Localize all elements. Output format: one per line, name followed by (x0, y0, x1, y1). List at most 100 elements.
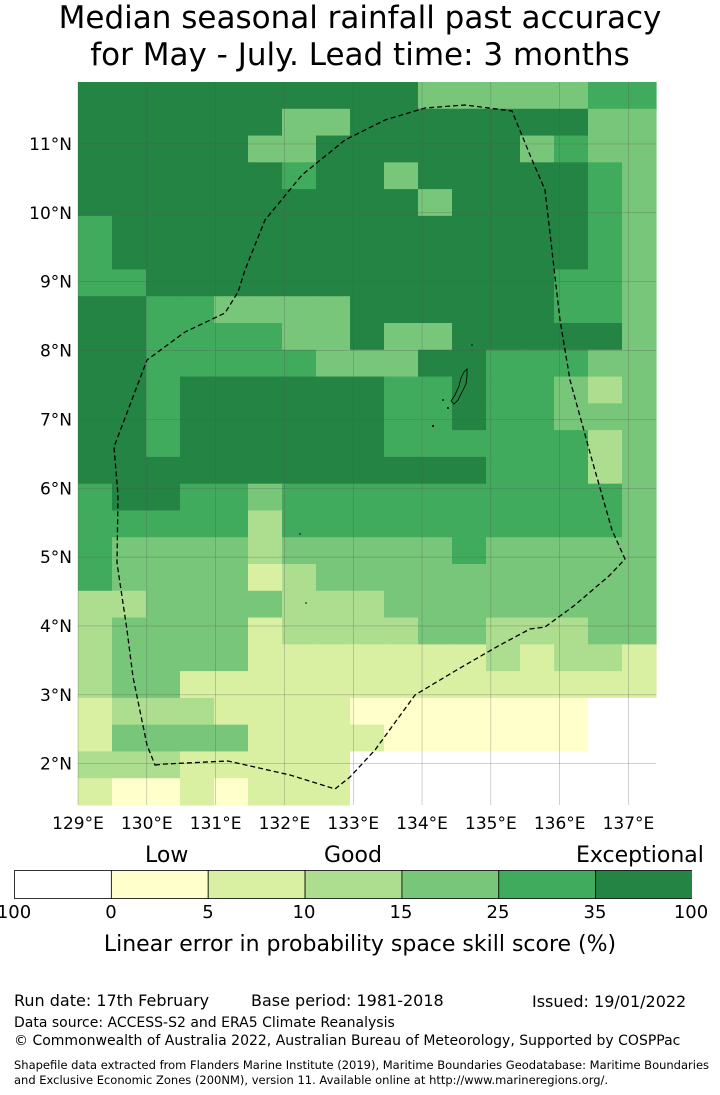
grid-cell (112, 617, 147, 645)
grid-cell (520, 82, 555, 110)
grid-cell (452, 564, 487, 592)
grid-cell (622, 296, 657, 324)
grid-cell (78, 215, 113, 244)
grid-cell (384, 617, 419, 645)
grid-cell (486, 162, 521, 190)
skill-grid (78, 82, 657, 806)
grid-cell (78, 108, 113, 137)
grid-cell (78, 430, 113, 458)
grid-cell (146, 189, 181, 217)
grid-cell (418, 242, 453, 271)
grid-cell (146, 564, 181, 592)
grid-cell (214, 564, 249, 592)
grid-cell (452, 376, 487, 404)
grid-cell (418, 296, 453, 324)
grid-cell (452, 323, 487, 351)
grid-cell (316, 617, 351, 645)
latitude-label: 5°N (40, 548, 72, 568)
grid-cell (520, 778, 555, 806)
grid-cell (112, 162, 147, 190)
grid-cell (112, 671, 147, 699)
grid-cell (418, 644, 453, 672)
grid-cell (180, 483, 215, 512)
colorbar-title: Linear error in probability space skill … (103, 932, 617, 957)
latitude-label: 7°N (40, 410, 72, 430)
grid-cell (78, 483, 113, 512)
grid-cell (180, 564, 215, 592)
grid-cell (112, 242, 147, 271)
grid-cell (350, 323, 385, 351)
grid-cell (112, 724, 147, 753)
grid-cell (486, 751, 521, 779)
grid-cell (622, 108, 657, 137)
grid-cell (384, 430, 419, 458)
grid-cell (180, 296, 215, 324)
grid-cell (520, 242, 555, 271)
grid-cell (350, 510, 385, 538)
grid-cell (282, 751, 317, 779)
grid-cell (282, 403, 317, 431)
grid-cell (554, 751, 589, 779)
grid-cell (316, 564, 351, 592)
grid-cell (418, 162, 453, 190)
grid-cell (622, 403, 657, 431)
grid-cell (248, 590, 283, 619)
colorbar-tick-100-right: 100 (673, 902, 709, 923)
grid-cell (554, 456, 589, 485)
grid-cell (622, 564, 657, 592)
grid-cell (248, 617, 283, 645)
grid-cell (316, 590, 351, 619)
grid-cell (622, 269, 657, 297)
grid-cell (350, 537, 385, 565)
grid-cell (350, 697, 385, 726)
grid-cell (350, 162, 385, 190)
grid-cell (112, 430, 147, 458)
grid-cell (180, 724, 215, 753)
grid-cell (248, 242, 283, 271)
grid-cell (248, 82, 283, 110)
grid-cell (418, 537, 453, 565)
grid-cell (78, 135, 113, 163)
grid-cell (486, 108, 521, 137)
grid-cell (282, 430, 317, 458)
map-figure: 11°N 10°N 9°N 8°N 7°N 6°N 5°N 4°N 3°N 2°N 129°E 13… (29, 82, 657, 834)
grid-cell (180, 189, 215, 217)
grid-cell (282, 82, 317, 110)
grid-cell (112, 751, 147, 779)
island-small-3 (431, 424, 435, 428)
grid-cell (384, 403, 419, 431)
colorbar-tick-0: 0 (105, 902, 117, 923)
grid-cell (554, 724, 589, 753)
grid-cell (554, 242, 589, 271)
grid-cell (452, 483, 487, 512)
grid-cell (282, 724, 317, 753)
grid-cell (520, 644, 555, 672)
grid-cell (248, 162, 283, 190)
grid-cell (316, 323, 351, 351)
grid-cell (622, 590, 657, 619)
grid-cell (554, 644, 589, 672)
grid-cell (282, 242, 317, 271)
grid-cell (350, 644, 385, 672)
grid-cell (418, 135, 453, 163)
grid-cell (316, 510, 351, 538)
island-sonsorol (299, 533, 301, 535)
grid-cell (282, 590, 317, 619)
grid-cell (180, 323, 215, 351)
grid-cell (554, 617, 589, 645)
grid-cell (350, 376, 385, 404)
grid-cell (214, 269, 249, 297)
grid-cell (384, 376, 419, 404)
grid-cell (214, 376, 249, 404)
grid-cell (622, 644, 657, 672)
grid-cell (520, 189, 555, 217)
grid-cell (146, 242, 181, 271)
grid-cell (350, 430, 385, 458)
grid-cell (418, 483, 453, 512)
grid-cell (350, 82, 385, 110)
grid-cell (282, 644, 317, 672)
grid-cell (520, 751, 555, 779)
grid-cell (452, 242, 487, 271)
grid-cell (316, 162, 351, 190)
grid-cell (418, 617, 453, 645)
